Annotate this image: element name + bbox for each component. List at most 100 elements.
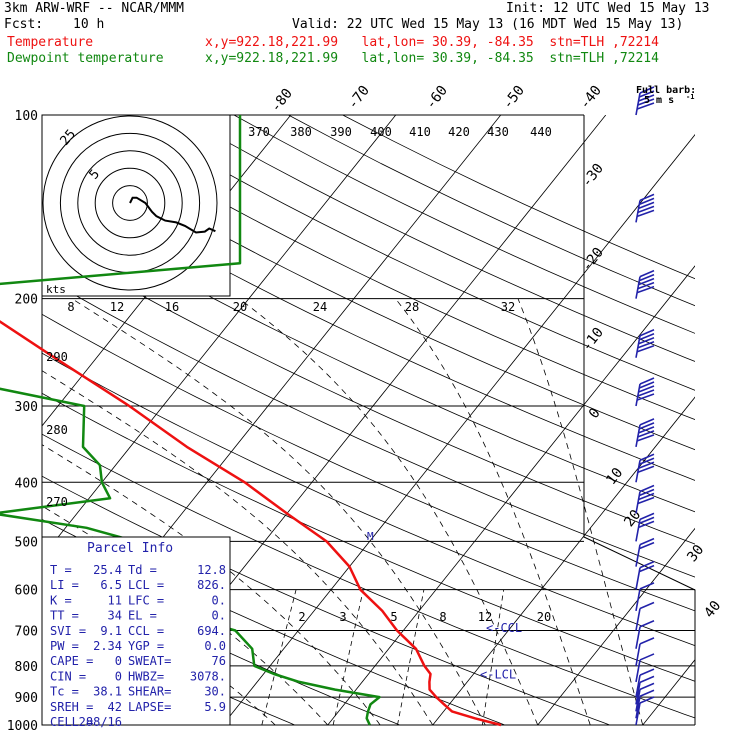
wind-barb-flag: [639, 377, 655, 385]
moist-adiabat-line: [517, 298, 644, 725]
wind-barb-flag: [637, 205, 655, 214]
wind-barb: [635, 418, 655, 448]
wind-barb-flag: [639, 193, 655, 202]
parcel-field-label: TT =: [50, 609, 79, 623]
wind-barbs: [635, 86, 655, 726]
wind-barb-flag: [638, 426, 655, 434]
parcel-field-value: 9.1: [100, 624, 122, 638]
isotherm-label: -80: [268, 86, 296, 116]
parcel-field-value: 38.1: [93, 685, 122, 699]
wind-barb-flag: [639, 675, 655, 684]
parcel-field-value: 0.0: [204, 639, 226, 653]
parcel-field-label: T =: [50, 563, 72, 577]
hodograph-trace: [129, 196, 216, 234]
wind-barb-flag: [639, 668, 655, 676]
wind-barb: [635, 601, 655, 631]
dry-adiabat-label: 390: [330, 125, 352, 139]
temperature-location: x,y=922.18,221.99 lat,lon= 30.39, -84.35…: [205, 35, 659, 50]
wind-barb: [635, 668, 655, 698]
dry-adiabat-label: 420: [448, 125, 470, 139]
parcel-info-table: T = 25.4 Td = 12.8 LI = 6.5 LCL = 826. K = 11 LFC …: [50, 563, 226, 729]
wind-barb: [635, 637, 655, 667]
parcel-info-background: [41, 536, 231, 726]
dry-adiabat-line: [42, 238, 695, 545]
parcel-field-value: 5.9: [204, 700, 226, 714]
isotherm-label: 0: [586, 405, 604, 421]
mixing-ratio-line: [261, 589, 297, 725]
wind-barb-flag: [638, 492, 655, 501]
wind-barb-flag: [636, 393, 655, 401]
isotherm-label: -10: [579, 325, 607, 355]
mixing-ratio-label: 20: [537, 610, 551, 624]
barb-legend: Full barb: 5 m s -1: [636, 85, 696, 106]
isotherm-label: 30: [684, 542, 707, 565]
dewpoint-location: x,y=922.18,221.99 lat,lon= 30.39, -84.35…: [205, 51, 659, 66]
wind-barb-staff: [635, 643, 641, 667]
mixing-ratio-label: 24: [313, 300, 327, 314]
wind-barb: [635, 675, 655, 705]
wind-barb-flag: [639, 620, 655, 628]
wind-barb-flag: [639, 696, 655, 704]
dry-adiabat-line: [0, 115, 6, 738]
dry-adiabat-label: 290: [46, 350, 68, 364]
wind-barb-flag: [639, 484, 655, 493]
dry-adiabat-line: [125, 115, 695, 391]
wind-barb-flag: [638, 520, 655, 529]
wind-barb-flag: [636, 344, 655, 353]
dry-adiabat-line: [42, 165, 695, 481]
pressure-tick-label: 400: [15, 476, 38, 491]
wind-barb-flag: [638, 333, 655, 341]
moist-adiabat-line: [395, 298, 591, 725]
pressure-tick-label: 800: [15, 660, 38, 675]
dry-adiabat-label: 380: [290, 125, 312, 139]
wind-barb: [635, 620, 655, 649]
wind-barb: [635, 696, 655, 726]
wind-barb-staff: [635, 689, 641, 712]
isotherm-label: -50: [500, 83, 528, 113]
wind-barb-flag: [639, 86, 655, 94]
isotherm-label: -70: [345, 83, 373, 113]
hodograph-units: kts: [46, 283, 66, 296]
isotherm-label: -30: [579, 161, 607, 191]
dry-adiabat-line: [42, 313, 695, 612]
parcel-field-value: 0.: [212, 609, 226, 623]
moist-adiabat-line: [42, 557, 276, 725]
parcel-field-label: YGP =: [128, 639, 164, 653]
barb-legend-title: Full barb:: [636, 85, 696, 96]
wind-max-marker: M: [367, 530, 374, 543]
wind-barb-flag: [638, 564, 655, 573]
wind-barb: [635, 653, 655, 683]
wind-barb-flag: [638, 277, 655, 286]
dry-adiabat-line: [179, 115, 695, 362]
parcel-field-label: EL =: [128, 609, 157, 623]
dewpoint-legend: Dewpoint temperature: [7, 51, 164, 66]
parcel-field-label: SVI =: [50, 624, 86, 638]
wind-barb: [635, 329, 655, 358]
wind-barb-staff: [635, 588, 641, 612]
wind-barb-flag: [639, 512, 655, 521]
wind-barb-flag: [638, 94, 655, 102]
dry-adiabat-line: [42, 352, 695, 647]
dry-adiabat-label: 440: [530, 125, 552, 139]
header: 3km ARW-WRF -- NCAR/MMM Init: 12 UTC Wed…: [0, 0, 740, 70]
wind-barb-flag: [638, 201, 655, 210]
wind-barb-flag: [638, 381, 655, 389]
dry-adiabat-label: 430: [487, 125, 509, 139]
isotherm-label: -20: [579, 245, 607, 275]
wind-barb: [635, 537, 655, 567]
wind-barb-staff: [635, 659, 641, 683]
wind-barb: [635, 193, 655, 223]
wind-barb-flag: [639, 269, 655, 278]
isotherm-line: [642, 659, 695, 725]
parcel-field-value: 288/16: [79, 715, 122, 729]
dry-adiabat-label: 370: [248, 125, 270, 139]
dry-adiabat-line: [233, 115, 695, 334]
wind-barb-staff: [635, 674, 641, 698]
mixing-ratio-label: 12: [478, 610, 492, 624]
wind-barb-flag: [639, 453, 655, 461]
pressure-tick-label: 700: [15, 625, 38, 640]
parcel-field-label: SHEAR=: [128, 685, 171, 699]
wind-barb-flag: [639, 637, 655, 645]
parcel-field-label: K =: [50, 593, 72, 607]
